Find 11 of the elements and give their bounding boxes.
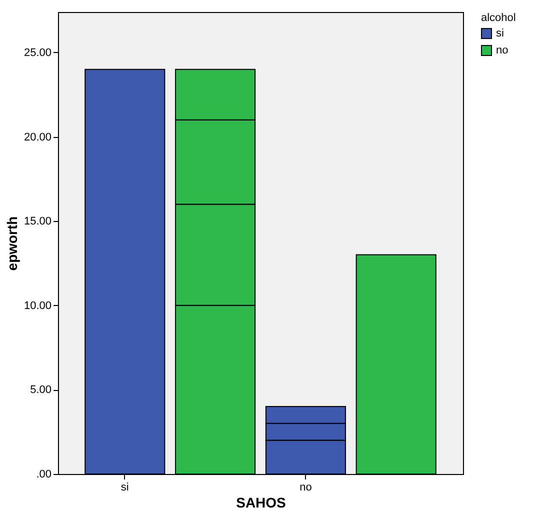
y-tick-label: 25.00	[24, 46, 52, 59]
y-tick-label: 5.00	[30, 384, 52, 396]
y-axis-title: epworth	[4, 216, 20, 271]
x-axis-title: SAHOS	[236, 494, 286, 510]
legend-title: alcohol	[481, 12, 516, 24]
legend-label: no	[496, 44, 508, 56]
y-tick-label: .00	[36, 468, 52, 480]
y-tick-label: 10.00	[24, 300, 52, 312]
legend-label: si	[496, 28, 504, 40]
y-tick-label: 15.00	[24, 216, 52, 228]
y-tick-label: 20.00	[24, 131, 52, 144]
